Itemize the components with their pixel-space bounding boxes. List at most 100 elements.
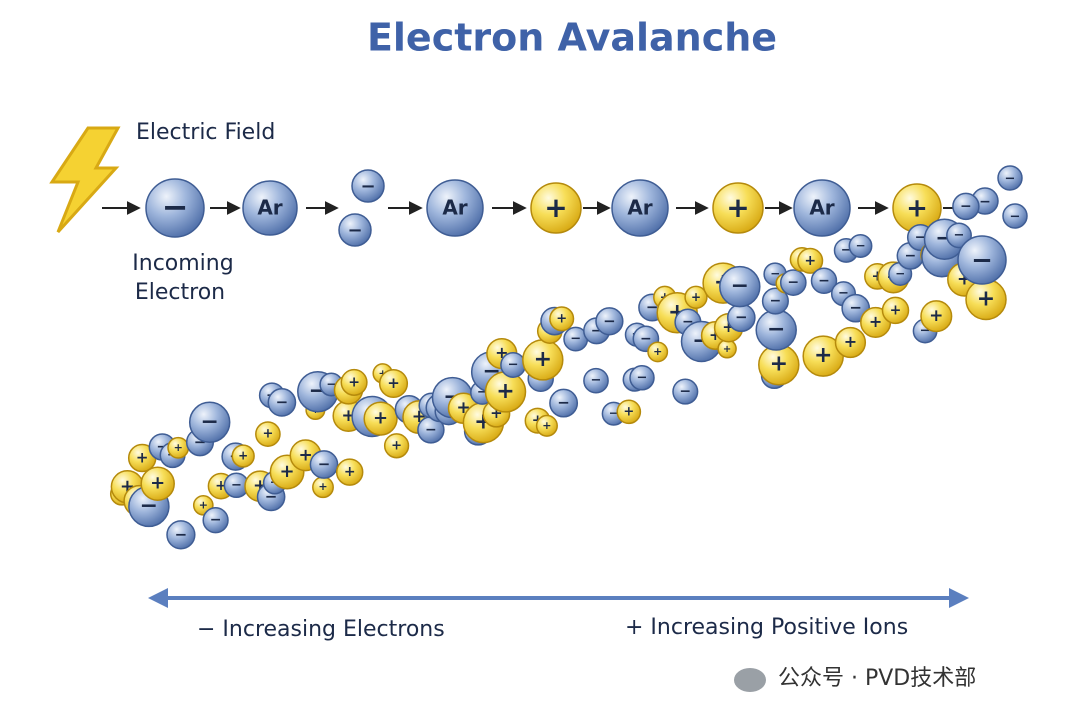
charge-sign: + [869, 312, 882, 331]
charge-sign: − [508, 358, 519, 373]
ion [712, 182, 764, 234]
charge-sign: − [731, 274, 749, 299]
charge-sign: − [895, 266, 905, 280]
charge-sign: − [960, 198, 972, 214]
charge-sign: − [915, 230, 927, 246]
atom-label: Ar [257, 196, 282, 220]
electron [761, 287, 789, 315]
charge-sign: − [640, 331, 652, 347]
charge-sign: − [1010, 210, 1021, 225]
atom-label: Ar [442, 196, 467, 220]
ion [340, 368, 368, 396]
charge-sign: + [844, 332, 857, 351]
charge-sign: − [591, 373, 602, 388]
charge-sign: + [723, 344, 731, 355]
ion [684, 285, 708, 309]
atom [793, 179, 851, 237]
charge-sign: − [360, 176, 375, 197]
ion [378, 368, 409, 399]
charge-sign: + [890, 302, 902, 318]
charge-sign: − [770, 293, 782, 309]
field-label: Electric Field [136, 120, 275, 145]
ion [255, 421, 281, 447]
electron [1002, 203, 1028, 229]
ion [797, 247, 824, 274]
avalanche-cloud: +++−++−−−++−−+−−−++−−++−−++−+−+−+++−++++… [109, 192, 1007, 550]
charge-sign: − [838, 286, 849, 301]
charge-sign: − [979, 194, 991, 210]
ion [920, 300, 953, 333]
incoming-label: Incoming [132, 251, 233, 276]
right-label: + Increasing Positive Ions [625, 615, 908, 640]
lightning-bolt [49, 126, 121, 234]
charge-sign: − [954, 228, 965, 243]
charge-sign: − [162, 188, 189, 226]
charge-sign: + [691, 290, 701, 304]
charge-sign: − [603, 312, 616, 330]
charge-sign: − [570, 332, 581, 347]
ion [231, 444, 255, 468]
electron [549, 388, 579, 418]
charge-sign: − [591, 323, 603, 339]
charge-sign: − [767, 317, 785, 342]
ion [616, 399, 642, 425]
charge-sign: − [905, 248, 917, 264]
electron [952, 192, 980, 221]
ion [383, 433, 410, 459]
electron [351, 169, 385, 203]
charge-sign: + [804, 253, 816, 269]
charge-sign: − [787, 275, 799, 291]
charge-sign: + [344, 464, 356, 480]
charge-sign: − [637, 370, 648, 385]
atom-label: Ar [809, 196, 834, 220]
charge-sign: + [150, 473, 165, 494]
electron [672, 378, 699, 405]
ion [363, 401, 398, 436]
electron [629, 365, 655, 391]
charge-sign: + [199, 498, 208, 511]
electron [848, 234, 873, 258]
charge-sign: − [231, 478, 242, 493]
charge-sign: + [814, 343, 832, 368]
charge-sign: − [841, 243, 852, 258]
ion [335, 458, 364, 486]
charge-sign: + [238, 449, 248, 463]
electron [583, 367, 609, 394]
charge-sign: + [726, 191, 749, 224]
electron [166, 520, 196, 550]
charge-sign: + [391, 438, 402, 453]
ion [535, 414, 558, 437]
charge-sign: − [276, 393, 289, 411]
charge-sign: − [477, 385, 488, 400]
charge-sign: + [280, 461, 295, 482]
charge-sign: − [609, 406, 619, 420]
charge-sign: + [542, 419, 551, 432]
charge-sign: + [215, 478, 227, 494]
atom [242, 180, 298, 236]
charge-sign: − [557, 394, 570, 412]
electron [595, 307, 624, 336]
charge-sign: + [348, 374, 360, 390]
incoming-label: Electron [135, 280, 225, 305]
charge-sign: − [156, 439, 168, 455]
electron [267, 388, 297, 417]
electron [719, 265, 761, 308]
charge-sign: − [210, 512, 222, 528]
ion [549, 306, 575, 332]
charge-sign: + [318, 480, 327, 493]
title: Electron Avalanche [367, 16, 777, 60]
charge-sign: + [929, 306, 943, 326]
charge-sign: − [920, 324, 931, 339]
charge-sign: + [136, 449, 149, 467]
atom-label: Ar [627, 196, 652, 220]
charge-sign: − [849, 299, 862, 317]
electron [202, 507, 229, 534]
charge-sign: − [318, 455, 331, 473]
wechat-icon [734, 668, 766, 692]
electron [997, 165, 1023, 191]
charge-sign: − [971, 246, 993, 276]
charge-sign: + [496, 379, 514, 404]
ion [530, 182, 582, 234]
atom [611, 179, 669, 237]
